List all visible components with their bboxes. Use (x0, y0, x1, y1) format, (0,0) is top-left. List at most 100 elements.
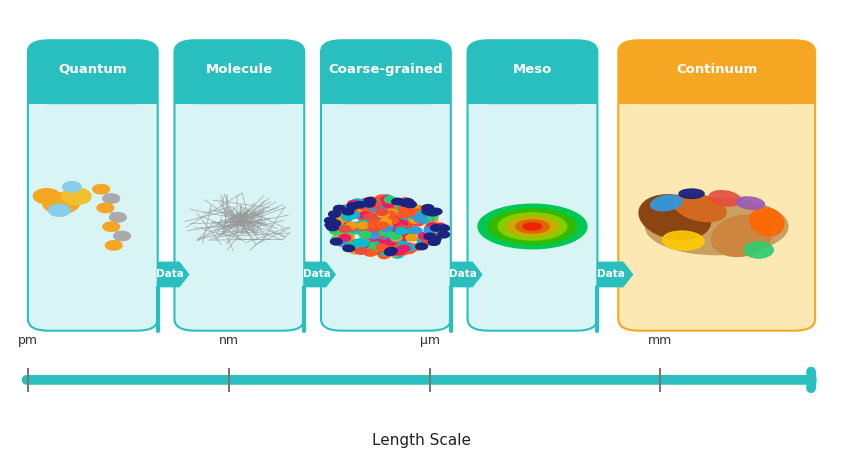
Circle shape (365, 230, 377, 237)
Circle shape (422, 206, 434, 212)
Circle shape (427, 217, 438, 223)
Circle shape (330, 216, 341, 222)
Ellipse shape (679, 189, 704, 199)
Circle shape (389, 210, 400, 216)
Circle shape (61, 188, 91, 205)
Circle shape (372, 219, 384, 226)
Circle shape (342, 214, 353, 220)
Circle shape (373, 208, 385, 215)
Circle shape (362, 209, 373, 216)
Circle shape (374, 222, 386, 229)
Circle shape (359, 231, 371, 238)
Circle shape (370, 248, 382, 255)
Circle shape (384, 215, 396, 221)
FancyBboxPatch shape (321, 40, 451, 331)
Circle shape (418, 233, 430, 239)
Circle shape (427, 210, 438, 216)
Circle shape (347, 244, 358, 250)
Circle shape (367, 227, 379, 234)
Circle shape (384, 226, 395, 232)
Circle shape (379, 211, 390, 218)
Circle shape (399, 217, 411, 224)
Text: Data: Data (449, 270, 477, 280)
Circle shape (373, 213, 385, 220)
Text: μm: μm (420, 334, 440, 347)
Circle shape (365, 232, 377, 238)
Circle shape (368, 221, 379, 228)
Circle shape (381, 222, 393, 228)
Circle shape (369, 242, 381, 249)
Circle shape (343, 226, 355, 233)
Circle shape (402, 229, 414, 236)
Circle shape (379, 222, 391, 229)
Circle shape (398, 221, 410, 228)
Circle shape (357, 225, 368, 231)
Circle shape (421, 205, 432, 212)
Circle shape (366, 199, 378, 206)
Circle shape (369, 224, 381, 231)
Circle shape (34, 189, 60, 204)
Circle shape (340, 216, 352, 222)
Circle shape (345, 244, 357, 250)
Circle shape (412, 211, 424, 218)
Circle shape (342, 205, 354, 212)
Circle shape (422, 213, 434, 219)
Circle shape (380, 230, 392, 237)
Ellipse shape (524, 223, 542, 230)
Circle shape (389, 250, 400, 256)
Circle shape (371, 248, 383, 255)
Circle shape (395, 228, 407, 234)
Circle shape (418, 212, 429, 219)
Circle shape (368, 237, 380, 244)
Circle shape (370, 205, 382, 212)
Circle shape (419, 233, 431, 239)
Circle shape (369, 227, 381, 233)
FancyArrow shape (451, 262, 483, 287)
Circle shape (376, 228, 388, 234)
Circle shape (347, 228, 359, 234)
Circle shape (376, 195, 388, 201)
Circle shape (373, 225, 384, 231)
FancyArrow shape (158, 262, 190, 287)
Circle shape (431, 226, 443, 232)
Circle shape (340, 205, 352, 212)
Circle shape (434, 223, 446, 229)
Circle shape (368, 223, 380, 230)
Ellipse shape (478, 204, 587, 249)
Circle shape (384, 230, 396, 237)
Circle shape (380, 223, 392, 230)
Circle shape (431, 234, 442, 241)
Circle shape (378, 205, 389, 211)
Ellipse shape (736, 197, 765, 209)
Circle shape (395, 205, 407, 211)
Circle shape (352, 224, 364, 231)
Circle shape (375, 246, 386, 253)
Circle shape (380, 213, 392, 219)
Circle shape (358, 227, 370, 233)
Circle shape (347, 201, 359, 207)
Circle shape (387, 227, 399, 233)
Circle shape (369, 225, 380, 231)
Circle shape (376, 224, 388, 230)
Circle shape (373, 219, 385, 225)
Circle shape (388, 209, 400, 215)
Text: mm: mm (648, 334, 673, 347)
Circle shape (417, 237, 429, 244)
Circle shape (364, 200, 376, 207)
Circle shape (338, 240, 350, 247)
Circle shape (397, 248, 409, 255)
Circle shape (429, 236, 441, 243)
Circle shape (330, 228, 341, 234)
Circle shape (348, 225, 359, 232)
Text: Data: Data (303, 270, 330, 280)
Circle shape (331, 236, 343, 242)
Ellipse shape (709, 191, 741, 206)
Circle shape (338, 240, 350, 246)
Circle shape (329, 220, 341, 227)
Circle shape (93, 184, 110, 194)
Circle shape (376, 221, 388, 228)
Circle shape (410, 209, 422, 216)
Circle shape (353, 201, 365, 208)
Circle shape (364, 244, 376, 250)
Circle shape (397, 203, 409, 210)
